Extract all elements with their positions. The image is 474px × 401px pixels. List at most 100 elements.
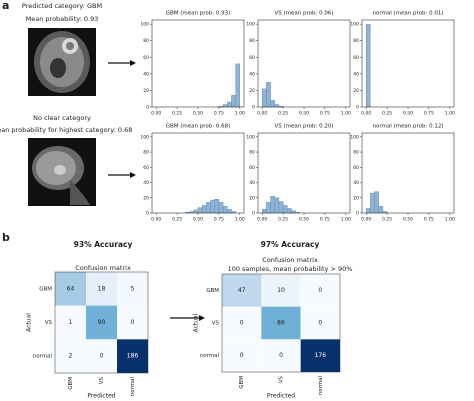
x-tick-label: 0.50 bbox=[193, 217, 203, 223]
y-tick-label: 0 bbox=[146, 211, 149, 217]
x-tick-label: 0.25 bbox=[382, 111, 392, 117]
y-tick-label: 20 bbox=[353, 88, 359, 94]
x-axis-label: Predicted bbox=[267, 393, 295, 400]
histogram-bar bbox=[278, 201, 284, 214]
matrix-cell bbox=[261, 274, 301, 307]
histogram-bar bbox=[197, 207, 203, 214]
x-tick-label: 0.00 bbox=[361, 217, 371, 223]
x-tick-label: 0.50 bbox=[299, 217, 309, 223]
x-tick-label: 1.00 bbox=[445, 111, 455, 117]
y-tick-label: 100 bbox=[350, 134, 359, 140]
y-tick-label: 40 bbox=[249, 180, 255, 186]
histogram-bar bbox=[270, 196, 275, 214]
x-tick-label: 0.25 bbox=[172, 111, 182, 117]
row-label: VS bbox=[45, 320, 53, 326]
histogram-bar bbox=[266, 202, 271, 214]
cell-value: 0 bbox=[240, 320, 244, 327]
panel-label: a bbox=[2, 0, 9, 12]
y-tick-label: 80 bbox=[143, 38, 149, 44]
y-tick-label: 100 bbox=[246, 22, 255, 28]
histogram-bar bbox=[370, 192, 375, 214]
histogram-bar bbox=[287, 208, 292, 214]
matrix-cell bbox=[222, 339, 262, 372]
matrix-cell bbox=[300, 339, 340, 372]
histogram-bar bbox=[261, 208, 267, 214]
matrix-cell bbox=[300, 306, 340, 340]
axes-frame bbox=[151, 132, 245, 214]
x-tick-label: 0.50 bbox=[403, 217, 413, 223]
x-tick-label: 0.00 bbox=[151, 111, 161, 117]
x-tick-label: 0.50 bbox=[299, 111, 309, 117]
histogram-bar bbox=[270, 100, 275, 108]
subcaption: Mean probability: 0.93 bbox=[26, 15, 99, 23]
y-tick-label: 80 bbox=[249, 38, 255, 44]
x-tick-label: 0.25 bbox=[382, 217, 392, 223]
col-label: GBM bbox=[239, 376, 245, 389]
col-label: normal bbox=[130, 377, 136, 397]
col-label: VS bbox=[279, 376, 285, 384]
matrix-cell bbox=[117, 305, 148, 340]
y-tick-label: 60 bbox=[143, 165, 149, 171]
matrix-title: Confusion matrix bbox=[262, 256, 318, 264]
y-tick-label: 20 bbox=[249, 88, 255, 94]
mri-image bbox=[28, 138, 96, 206]
x-tick-label: 1.00 bbox=[445, 217, 455, 223]
y-tick-label: 100 bbox=[140, 22, 149, 28]
histogram-bar bbox=[231, 95, 236, 108]
cell-value: 0 bbox=[279, 352, 283, 359]
y-tick-label: 20 bbox=[143, 195, 149, 201]
matrix-cell bbox=[222, 274, 262, 307]
histogram-bar bbox=[274, 104, 280, 108]
histogram-bar bbox=[274, 197, 280, 214]
histogram-bar bbox=[227, 101, 232, 108]
cell-value: 90 bbox=[98, 319, 106, 326]
histogram-bar bbox=[227, 208, 232, 214]
histogram-bar bbox=[218, 202, 224, 214]
matrix-title: 100 samples, mean probability > 90% bbox=[228, 265, 353, 273]
histogram-bar bbox=[235, 63, 241, 108]
y-tick-label: 0 bbox=[252, 105, 255, 111]
y-tick-label: 0 bbox=[356, 105, 359, 111]
histogram-bar bbox=[222, 104, 228, 108]
x-tick-label: 0.50 bbox=[193, 111, 203, 117]
arrow bbox=[108, 172, 136, 178]
y-tick-label: 80 bbox=[353, 38, 359, 44]
y-tick-label: 80 bbox=[353, 150, 359, 156]
x-tick-label: 0.75 bbox=[320, 217, 330, 223]
cell-value: 18 bbox=[98, 285, 106, 292]
accuracy-title: 93% Accuracy bbox=[74, 240, 133, 249]
x-tick-label: 0.75 bbox=[214, 217, 224, 223]
panel-label: b bbox=[2, 231, 10, 244]
cell-value: 64 bbox=[67, 285, 75, 292]
x-tick-label: 1.00 bbox=[235, 111, 245, 117]
matrix-cell bbox=[117, 339, 148, 373]
y-tick-label: 80 bbox=[249, 150, 255, 156]
y-tick-label: 20 bbox=[353, 195, 359, 201]
row-label: GBM bbox=[206, 288, 219, 294]
x-tick-label: 1.00 bbox=[341, 111, 351, 117]
y-tick-label: 40 bbox=[143, 180, 149, 186]
y-tick-label: 60 bbox=[353, 55, 359, 61]
row-label: GBM bbox=[39, 286, 52, 292]
axes-frame bbox=[361, 19, 455, 108]
histogram-title: VS (mean prob: 0.06) bbox=[275, 11, 334, 17]
histogram-bar bbox=[282, 205, 288, 214]
histogram-bar bbox=[201, 205, 207, 214]
axes-frame bbox=[151, 19, 245, 108]
y-tick-label: 60 bbox=[249, 55, 255, 61]
y-tick-label: 40 bbox=[143, 71, 149, 77]
arrow bbox=[108, 60, 136, 66]
matrix-cell bbox=[222, 306, 262, 340]
x-tick-label: 0.75 bbox=[424, 217, 434, 223]
matrix-cell bbox=[117, 272, 148, 306]
histogram-title: GBM (mean prob: 0.68) bbox=[166, 124, 231, 130]
subcaption: Mean probability for highest category: 0… bbox=[0, 126, 132, 134]
col-label: normal bbox=[318, 376, 324, 396]
y-tick-label: 20 bbox=[249, 195, 255, 201]
x-tick-label: 0.00 bbox=[151, 217, 161, 223]
y-axis-label: Actual bbox=[193, 313, 200, 332]
caption: Predicted category: GBM bbox=[22, 2, 102, 10]
x-tick-label: 0.75 bbox=[424, 111, 434, 117]
x-tick-label: 1.00 bbox=[235, 217, 245, 223]
